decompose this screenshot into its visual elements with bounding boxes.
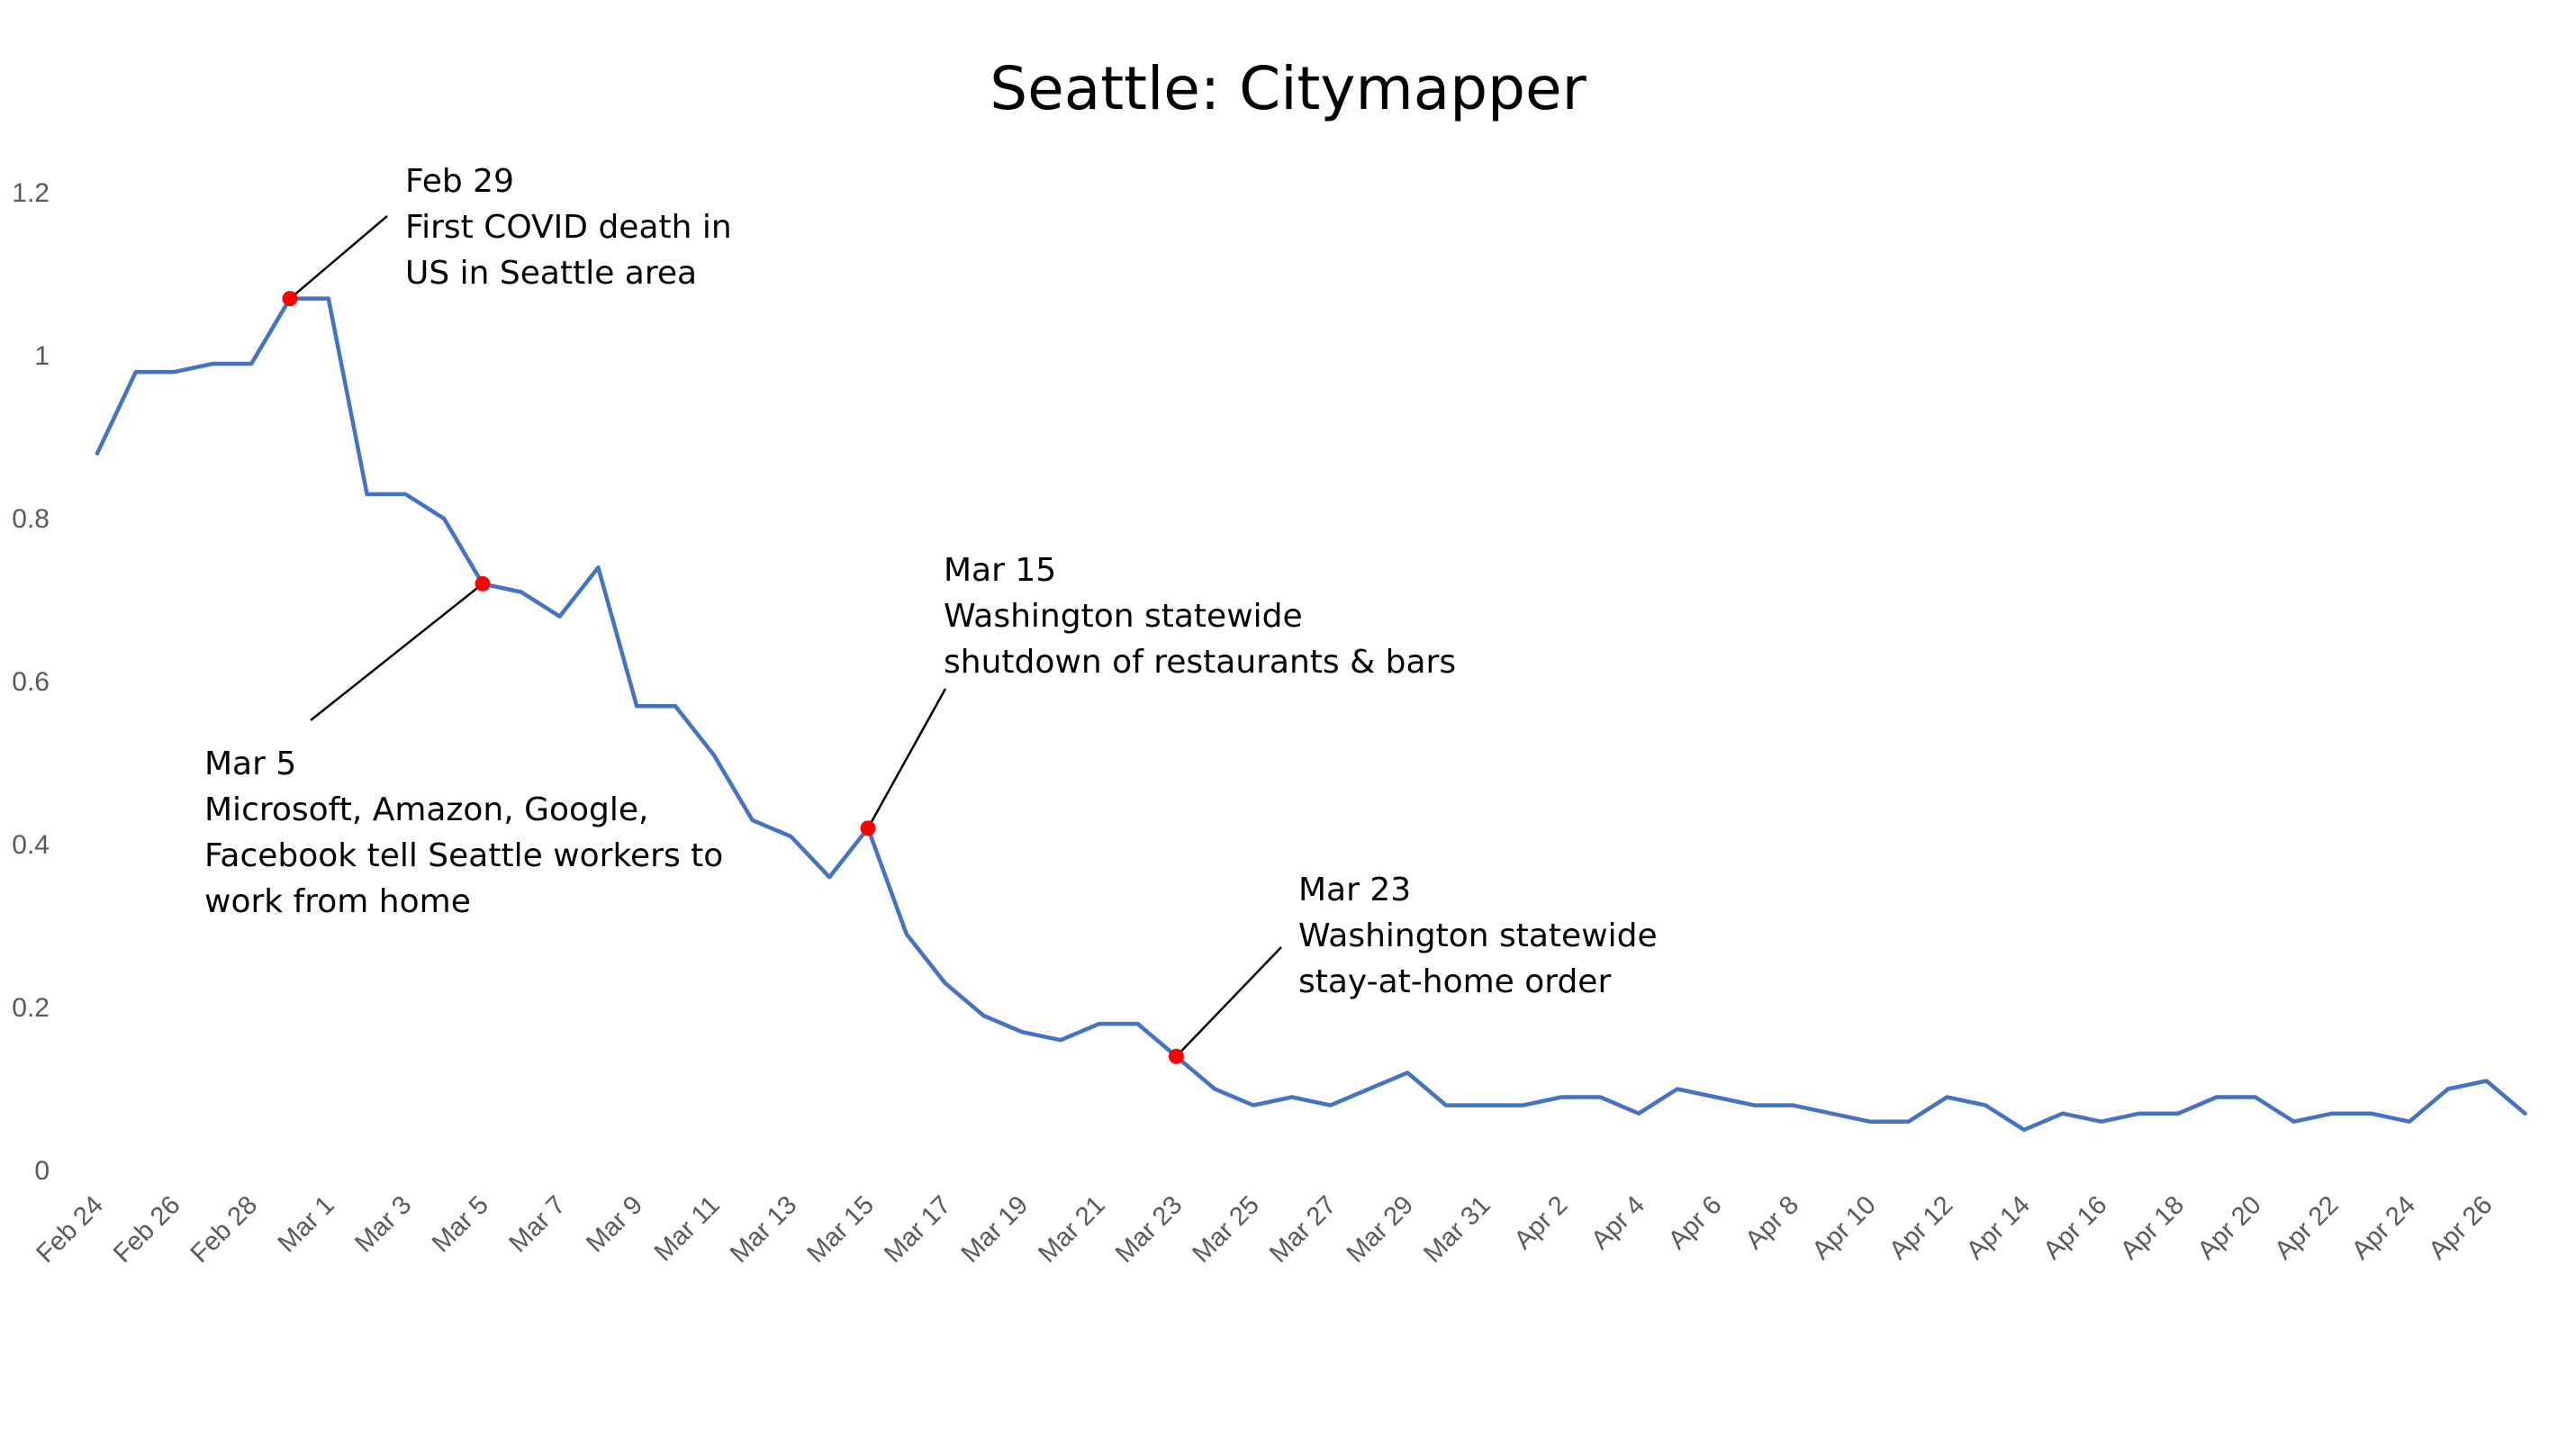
annotation-line: Mar 5	[204, 746, 296, 782]
y-tick-label: 1.2	[12, 178, 50, 208]
y-axis: 0 0.2 0.4 0.6 0.8 1 1.2	[12, 178, 50, 1186]
annotation-text: Mar 23 Washington statewide stay-at-home o…	[1298, 872, 1658, 1000]
annotation-markers	[282, 291, 1184, 1064]
x-tick-label: Mar 25	[1187, 1190, 1264, 1268]
annotation-leader-line	[866, 688, 947, 829]
x-tick-label: Mar 1	[273, 1190, 340, 1258]
y-tick-label: 0	[34, 1156, 50, 1186]
x-tick-label: Mar 29	[1342, 1190, 1419, 1268]
series-line	[95, 296, 2527, 1133]
annotation-leaders	[289, 215, 1282, 1058]
annotation-line: Facebook tell Seattle workers to	[204, 837, 723, 874]
annotation-text: Mar 15 Washington statewide shutdown of re…	[944, 552, 1456, 681]
y-tick-label: 0.2	[12, 993, 50, 1023]
annotation-leader-line	[289, 215, 388, 300]
annotation-text: Feb 29 First COVID death in US in Seattle …	[405, 163, 732, 292]
annotation-line: shutdown of restaurants & bars	[944, 644, 1456, 681]
x-tick-label: Apr 8	[1740, 1190, 1804, 1255]
y-tick-label: 1	[34, 341, 50, 371]
chart-title: Seattle: Citymapper	[990, 54, 1586, 123]
annotation-line: Mar 15	[944, 552, 1056, 589]
annotation-marker	[1168, 1048, 1184, 1064]
x-tick-label: Apr 20	[2192, 1190, 2267, 1265]
x-tick-label: Feb 28	[185, 1190, 263, 1268]
annotation-line: Washington statewide	[1298, 917, 1658, 954]
annotation-line: US in Seattle area	[405, 255, 697, 292]
x-tick-label: Mar 3	[349, 1190, 417, 1258]
annotation-line: First COVID death in	[405, 209, 732, 246]
x-tick-label: Feb 26	[108, 1190, 185, 1268]
x-tick-label: Mar 17	[879, 1190, 956, 1268]
x-tick-label: Mar 31	[1418, 1190, 1496, 1268]
x-tick-label: Mar 19	[956, 1190, 1034, 1268]
x-tick-label: Mar 27	[1264, 1190, 1342, 1268]
x-tick-label: Mar 15	[801, 1190, 879, 1268]
x-tick-label: Mar 5	[427, 1190, 494, 1258]
annotation-line: Microsoft, Amazon, Google,	[204, 791, 649, 828]
y-tick-label: 0.8	[12, 504, 50, 534]
x-tick-label: Apr 14	[1961, 1190, 2036, 1265]
annotation-text: Mar 5 Microsoft, Amazon, Google, Facebook …	[204, 746, 723, 920]
x-tick-label: Apr 10	[1807, 1190, 1882, 1265]
x-tick-label: Feb 24	[31, 1190, 108, 1268]
annotation-line: Mar 23	[1298, 872, 1411, 908]
annotation-marker	[282, 291, 298, 307]
x-tick-label: Mar 7	[503, 1190, 571, 1258]
x-tick-label: Apr 4	[1586, 1190, 1650, 1255]
x-tick-label: Mar 23	[1110, 1190, 1188, 1268]
annotation-line: Washington statewide	[944, 598, 1303, 635]
annotation-line: work from home	[204, 883, 471, 920]
series-group	[95, 296, 2527, 1133]
annotation-marker	[475, 575, 491, 592]
x-tick-label: Apr 22	[2269, 1190, 2344, 1265]
x-tick-label: Mar 9	[581, 1190, 648, 1258]
annotation-line: Feb 29	[405, 163, 514, 200]
x-tick-label: Apr 16	[2038, 1190, 2112, 1265]
x-tick-label: Apr 26	[2423, 1190, 2498, 1265]
annotations: Feb 29 First COVID death in US in Seattle …	[204, 163, 1658, 1000]
annotation-marker	[860, 820, 876, 836]
annotation-line: stay-at-home order	[1298, 963, 1611, 1000]
annotation-leader-line	[310, 583, 484, 721]
y-tick-label: 0.4	[12, 830, 50, 860]
x-tick-label: Apr 12	[1884, 1190, 1958, 1265]
x-tick-label: Apr 24	[2346, 1190, 2421, 1265]
x-axis: Feb 24 Feb 26 Feb 28 Mar 1 Mar 3 Mar 5 Mar 7 Ma…	[31, 1190, 2498, 1268]
x-tick-label: Apr 18	[2115, 1190, 2190, 1265]
annotation-leader-line	[1175, 946, 1282, 1058]
x-tick-label: Mar 13	[725, 1190, 802, 1268]
x-tick-label: Mar 11	[649, 1190, 726, 1267]
y-tick-label: 0.6	[12, 667, 50, 697]
x-tick-label: Apr 2	[1509, 1190, 1574, 1255]
x-tick-label: Mar 21	[1033, 1190, 1110, 1268]
x-tick-label: Apr 6	[1663, 1190, 1728, 1255]
